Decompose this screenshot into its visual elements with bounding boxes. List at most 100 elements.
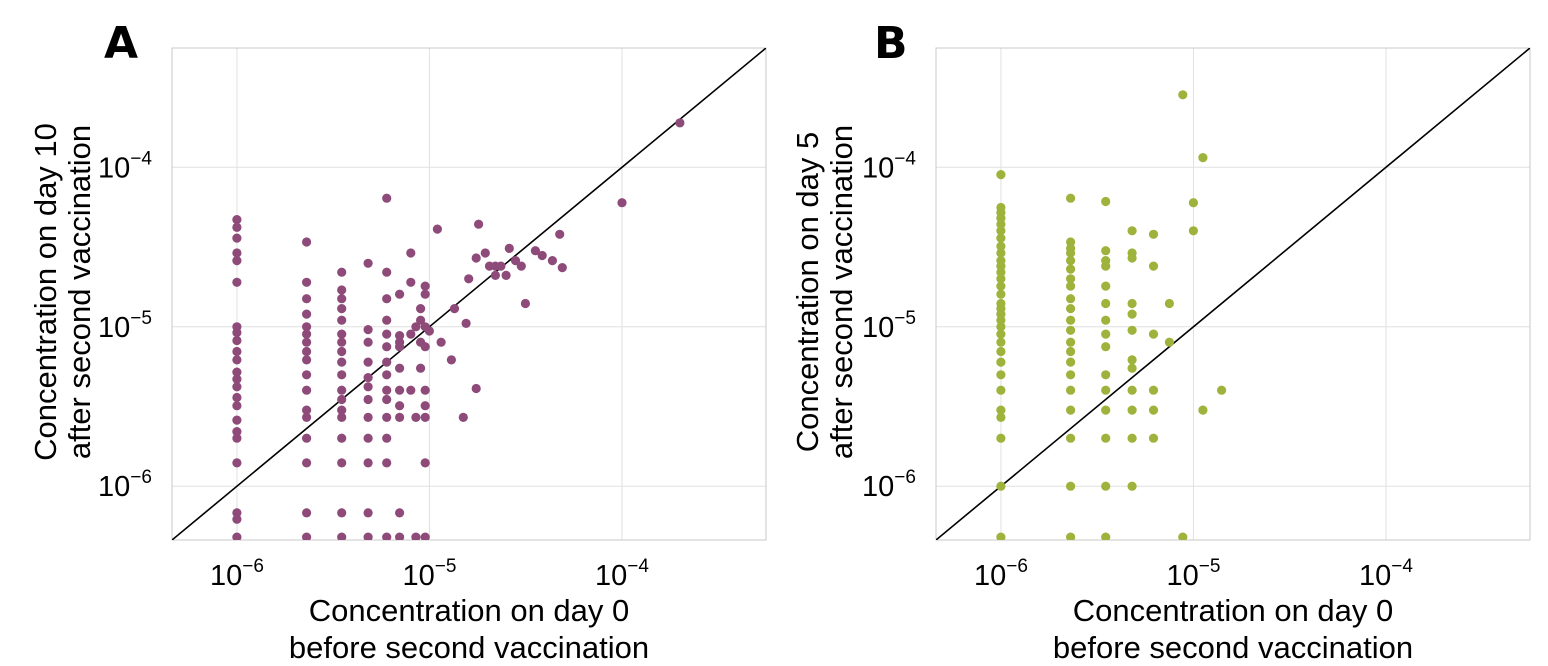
data-point <box>363 337 373 347</box>
data-point <box>337 357 347 367</box>
data-point <box>232 374 242 384</box>
panel-a-points <box>232 118 685 540</box>
data-point <box>232 355 242 365</box>
data-point <box>432 224 442 234</box>
data-point <box>337 508 347 518</box>
panel-a-x-label-line1: Concentration on day 0 <box>309 593 630 628</box>
data-point <box>1188 198 1198 208</box>
y-tick-label: 10−6 <box>862 467 916 503</box>
data-point <box>337 294 347 304</box>
data-point <box>496 261 506 271</box>
panel-a-y-ticks: 10−6 10−5 10−4 <box>98 148 152 503</box>
data-point <box>395 385 405 395</box>
data-point <box>1101 385 1111 395</box>
data-point <box>232 277 242 287</box>
data-point <box>617 198 627 208</box>
data-point <box>382 370 392 380</box>
data-point <box>1148 405 1159 415</box>
data-point <box>232 514 242 524</box>
data-point <box>1066 532 1076 540</box>
panel-b: B 10−6 10−5 10−4 10−6 10−5 10−4 Concentratio… <box>790 18 1531 665</box>
data-point <box>363 532 373 540</box>
x-tick-label: 10−6 <box>974 556 1028 592</box>
data-point <box>232 392 242 403</box>
data-point <box>302 355 312 365</box>
data-point <box>302 508 312 518</box>
data-point <box>537 250 547 261</box>
x-tick-label: 10−5 <box>402 556 456 592</box>
data-point <box>1066 248 1076 258</box>
panel-a-x-ticks: 10−6 10−5 10−4 <box>210 556 649 592</box>
data-point <box>1066 481 1076 491</box>
data-point <box>464 274 474 284</box>
x-tick-label: 10−4 <box>595 556 649 592</box>
data-point <box>382 193 392 203</box>
data-point <box>363 325 373 335</box>
data-point <box>996 170 1006 180</box>
data-point <box>996 532 1006 540</box>
data-point <box>395 412 405 422</box>
data-point <box>406 277 416 287</box>
data-point <box>1066 405 1076 415</box>
data-point <box>1066 193 1076 203</box>
data-point <box>1217 385 1227 395</box>
data-point <box>337 346 347 357</box>
data-point <box>996 433 1006 443</box>
data-point <box>1127 325 1137 335</box>
data-point <box>1198 405 1208 415</box>
data-point <box>363 412 373 422</box>
data-point <box>1127 433 1137 443</box>
data-point <box>516 261 526 271</box>
data-point <box>302 385 312 395</box>
data-point <box>471 383 481 394</box>
data-point <box>420 532 430 540</box>
data-point <box>232 532 242 540</box>
data-point <box>337 329 347 339</box>
data-point <box>302 322 312 332</box>
data-point <box>302 309 312 319</box>
data-point <box>1101 261 1111 271</box>
data-point <box>436 337 446 347</box>
data-point <box>1066 433 1076 443</box>
data-point <box>406 385 416 395</box>
data-point <box>416 315 426 325</box>
data-point <box>1127 481 1137 491</box>
data-point <box>232 427 242 437</box>
data-point <box>996 329 1006 339</box>
data-point <box>420 401 430 411</box>
data-point <box>1164 298 1174 309</box>
data-point <box>996 337 1006 347</box>
data-point <box>1148 329 1159 339</box>
data-point <box>1101 342 1111 352</box>
data-point <box>232 382 242 392</box>
data-point <box>530 246 541 256</box>
data-point <box>420 412 430 422</box>
data-point <box>337 370 347 380</box>
data-point <box>302 346 312 357</box>
data-point <box>446 355 456 365</box>
data-point <box>461 318 471 328</box>
data-point <box>363 433 373 443</box>
data-point <box>501 270 511 280</box>
data-point <box>996 481 1006 491</box>
data-point <box>302 294 312 304</box>
data-point <box>406 329 416 339</box>
data-point <box>490 270 500 280</box>
data-point <box>449 304 460 314</box>
data-point <box>510 256 521 266</box>
data-point <box>1101 298 1111 309</box>
y-tick-label: 10−6 <box>98 467 152 503</box>
data-point <box>1101 246 1111 256</box>
x-tick-label: 10−4 <box>1359 556 1413 592</box>
panel-a-y-label-line2: after second vaccination <box>62 125 97 459</box>
panel-a-plot-frame <box>171 47 767 541</box>
panel-b-x-label-line2: before second vaccination <box>1053 630 1413 665</box>
data-point <box>1164 337 1174 347</box>
panel-b-y-label-line2: after second vaccination <box>824 125 859 459</box>
data-point <box>337 267 347 277</box>
data-point <box>363 357 373 367</box>
data-point <box>232 335 242 346</box>
data-point <box>232 327 242 338</box>
panel-a-x-label-line2: before second vaccination <box>289 630 649 665</box>
data-point <box>1127 385 1137 395</box>
